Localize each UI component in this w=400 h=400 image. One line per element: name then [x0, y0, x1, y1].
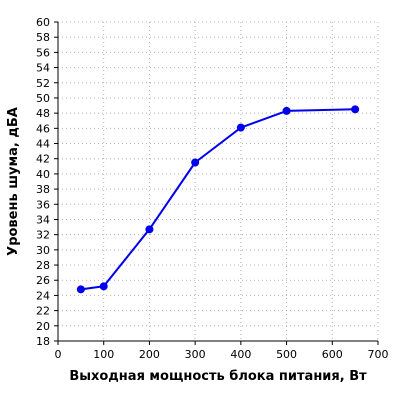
- y-axis-label: Уровень шума, дБА: [6, 107, 21, 256]
- data-point: [76, 285, 85, 294]
- x-tick-label: 100: [93, 348, 114, 361]
- data-point: [351, 105, 360, 114]
- data-point: [282, 106, 291, 115]
- y-tick-label: 56: [36, 46, 50, 59]
- y-tick-label: 24: [36, 289, 50, 302]
- x-tick-label: 600: [322, 348, 343, 361]
- y-tick-label: 22: [36, 305, 50, 318]
- y-tick-label: 32: [36, 229, 50, 242]
- y-tick-label: 36: [36, 198, 50, 211]
- y-tick-label: 42: [36, 153, 50, 166]
- y-tick-label: 60: [36, 16, 50, 29]
- series: [76, 105, 360, 294]
- data-point: [145, 225, 154, 234]
- y-tick-label: 38: [36, 183, 50, 196]
- y-tick-label: 40: [36, 168, 50, 181]
- data-point: [191, 158, 200, 167]
- grid: [58, 21, 379, 341]
- y-tick-label: 52: [36, 77, 50, 90]
- y-tick-label: 50: [36, 92, 50, 105]
- y-tick-label: 30: [36, 244, 50, 257]
- y-tick-label: 34: [36, 213, 50, 226]
- axes: [54, 21, 379, 345]
- y-tick-label: 18: [36, 335, 50, 348]
- y-tick-label: 48: [36, 107, 50, 120]
- data-point: [236, 123, 245, 132]
- x-tick-label: 700: [368, 348, 389, 361]
- tick-labels: 18 20 22 24 26 28 30 32 34 36 38 40 42 44 46 48 50 52 54 56…: [36, 16, 389, 361]
- y-tick-label: 46: [36, 122, 50, 135]
- x-tick-label: 0: [55, 348, 62, 361]
- series-line: [80, 108, 356, 291]
- x-tick-label: 500: [276, 348, 297, 361]
- x-tick-label: 400: [230, 348, 251, 361]
- y-tick-label: 58: [36, 31, 50, 44]
- y-tick-label: 44: [36, 138, 50, 151]
- x-axis-label: Выходная мощность блока питания, Вт: [69, 369, 367, 384]
- y-tick-label: 28: [36, 259, 50, 272]
- y-tick-label: 54: [36, 62, 50, 75]
- data-point: [99, 282, 108, 291]
- y-tick-label: 26: [36, 274, 50, 287]
- x-tick-label: 300: [185, 348, 206, 361]
- y-tick-label: 20: [36, 320, 50, 333]
- x-tick-label: 200: [139, 348, 160, 361]
